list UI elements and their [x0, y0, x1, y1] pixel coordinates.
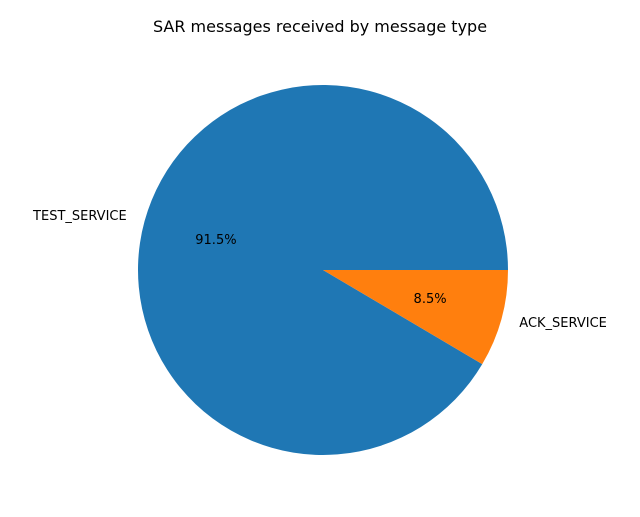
pie-slice-ack-service	[323, 270, 508, 365]
pie-slice-test-service	[138, 85, 509, 456]
slice-label: TEST_SERVICE	[32, 209, 127, 224]
chart-title: SAR messages received by message type	[152, 17, 488, 36]
slice-percent-label: 8.5%	[414, 292, 447, 307]
slice-percent-label: 91.5%	[195, 233, 236, 248]
slice-label: ACK_SERVICE	[519, 316, 607, 331]
